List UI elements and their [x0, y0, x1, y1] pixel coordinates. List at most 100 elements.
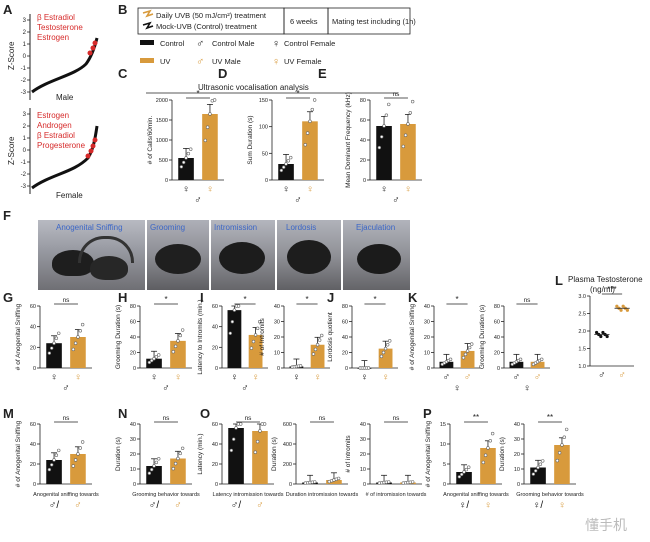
significance-label: *: [196, 89, 199, 98]
panel-a-top-plot: Z-Score 3 2 1 0 -1 -2 -3 β Estradiol Testoster…: [7, 13, 99, 102]
data-point: [467, 465, 471, 469]
chart-p2: 40 30 20 10 0 Duration (s) ** Grooming behavior…: [499, 413, 584, 511]
bar-uv: [248, 334, 263, 368]
data-point: [562, 435, 566, 439]
panel-letter: P: [423, 406, 432, 421]
sex-symbol-icon: ♂: [294, 195, 302, 206]
y-axis-label: Duration (s): [115, 437, 122, 471]
data-point: [52, 458, 56, 462]
data-point: [173, 461, 178, 466]
y-tick-label: 0: [363, 178, 366, 184]
sex-symbol-icon: ♀: [174, 372, 182, 383]
data-point: [308, 119, 312, 124]
sex-symbol-icon: ♂: [618, 370, 626, 381]
sex-symbol-icon: ♀: [380, 184, 388, 195]
bar-uv: [252, 431, 268, 484]
data-point: [157, 353, 161, 357]
y-tick-label: 40: [360, 422, 366, 428]
y-tick-label: 600: [283, 422, 292, 428]
panel-letter: G: [3, 290, 13, 305]
significance-label: *: [373, 295, 376, 304]
data-point: [253, 450, 257, 454]
chart-e: 80 60 40 20 0 Mean Dominant Frequency (kHz) ns…: [345, 91, 422, 206]
bar-uv: [170, 458, 186, 484]
data-point: [157, 457, 161, 461]
data-point: [289, 155, 293, 160]
data-point: [180, 328, 185, 332]
sex-symbol-icon: ♀/: [533, 500, 544, 511]
data-point: [179, 165, 184, 169]
y-tick-label: 0: [133, 482, 136, 488]
behavior-photo: [38, 220, 145, 290]
y-tick-label: 0: [517, 482, 520, 488]
panel-a-top-caption: Male: [56, 93, 74, 102]
significance-label: ***: [607, 285, 616, 294]
panel-letter: M: [3, 406, 14, 421]
panel-a-ytick: -3: [21, 90, 27, 96]
y-tick-label: 30: [274, 320, 280, 326]
y-tick-label: 40: [130, 422, 136, 428]
bar-uv: [400, 124, 416, 180]
mating-box: [327, 7, 411, 35]
bar-uv: [310, 344, 325, 368]
data-point: [73, 458, 78, 462]
significance-label: *: [305, 295, 308, 304]
data-point: [448, 357, 453, 362]
data-point: [457, 475, 462, 479]
data-point: [533, 469, 538, 473]
sex-symbol-icon: ♂: [194, 195, 202, 206]
sex-symbol-icon: ♂: [598, 370, 606, 381]
y-axis-label: # of Anogenital Sniffing: [409, 303, 416, 370]
behavior-label: Intromission: [214, 223, 258, 232]
data-point: [385, 343, 390, 347]
behavior-photo: [343, 220, 410, 290]
data-point: [176, 456, 180, 461]
y-tick-label: 10: [360, 467, 366, 473]
data-point: [379, 354, 384, 359]
x-axis-label: Grooming behavior towards: [132, 492, 200, 498]
data-point: [465, 349, 470, 353]
chart-m: 60 40 20 0 # of Anogenital Sniffing ns Anogeni…: [15, 415, 99, 511]
legend-control-male: Control Male: [212, 39, 255, 48]
data-point: [312, 98, 317, 102]
data-point: [403, 133, 408, 137]
y-tick-label: 80: [130, 304, 136, 310]
uvb-lamp-icon: [142, 9, 154, 18]
y-tick-label: 20: [360, 158, 366, 164]
data-point: [71, 464, 75, 468]
panel-a-ytick: 2: [23, 30, 27, 36]
data-point: [605, 334, 609, 339]
bar-uv: [302, 121, 318, 180]
y-tick-label: 10: [440, 442, 446, 448]
data-point: [410, 99, 415, 104]
y-tick-label: 0: [289, 482, 292, 488]
panel-a-bottom-caption: Female: [56, 191, 83, 200]
panel-f-photos: Anogenital Sniffing Grooming Intromissio…: [38, 220, 410, 290]
sex-symbol-icon: ♂/: [149, 500, 160, 511]
sex-symbol-icon: ♂: [162, 383, 170, 394]
data-point: [408, 111, 412, 115]
bar-uv: [170, 340, 186, 368]
y-tick-label: 0: [427, 366, 430, 372]
y-tick-label: 80: [494, 304, 500, 310]
significance-label: ns: [319, 415, 327, 422]
sex-symbol-icon: ♂: [174, 500, 182, 511]
bar-control: [46, 343, 62, 368]
hormone-label: Progesterone: [37, 141, 86, 150]
data-point: [313, 480, 317, 484]
hormone-label: Androgen: [37, 121, 72, 130]
panel-a-ytick: 2: [23, 124, 27, 130]
data-point: [76, 452, 80, 456]
sex-symbol-icon: ♀: [382, 372, 390, 383]
data-point: [387, 480, 391, 484]
sex-symbol-icon: ♀: [306, 184, 314, 195]
panel-a-bottom-ylabel: Z-Score: [7, 136, 16, 165]
bar-control: [439, 361, 454, 368]
y-tick-label: 0: [215, 482, 218, 488]
watermark-text: 懂手机: [585, 517, 627, 533]
y-tick-label: 400: [283, 442, 292, 448]
y-tick-label: 0: [363, 482, 366, 488]
significance-label: ns: [524, 297, 532, 304]
chart-d: 150 100 50 0 Sum Duration (s) * ♀ ♀ ♂: [247, 89, 324, 206]
data-point: [317, 338, 322, 342]
